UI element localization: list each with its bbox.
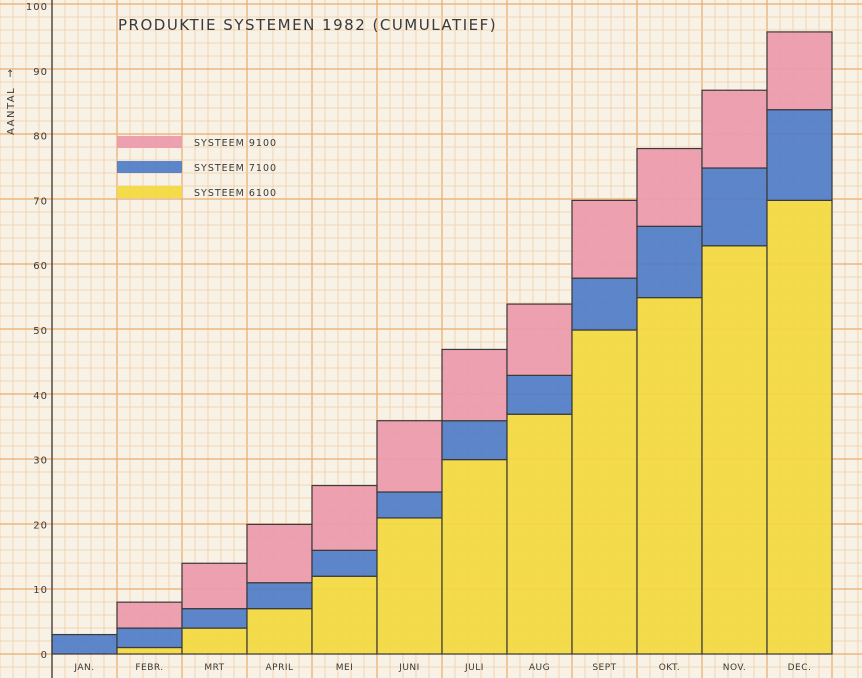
y-axis-label: AANTAL ↑ xyxy=(6,69,17,135)
bar-systeem-7100-okt xyxy=(636,225,703,299)
bar-systeem-9100-okt xyxy=(636,147,703,227)
bar-systeem-9100-juli xyxy=(441,348,508,422)
x-tick-labels: JAN. FEBR. MRT APRIL MEI JUNI JULI AUG SEPT OKT. N… xyxy=(73,663,811,673)
y-tick-labels: 0 10 20 30 40 50 60 70 80 90 100 xyxy=(26,2,48,661)
x-tick-label: JAN. xyxy=(73,663,94,673)
bar-systeem-9100-aug xyxy=(506,303,573,376)
y-tick-label: 100 xyxy=(26,2,48,13)
bar-systeem-6100-juni xyxy=(376,517,443,655)
bar-systeem-7100-jan xyxy=(51,633,118,655)
x-tick-label: FEBR. xyxy=(135,663,163,673)
legend: SYSTEEM 9100 SYSTEEM 7100 SYSTEEM 6100 xyxy=(117,136,277,199)
bar-systeem-9100-mei xyxy=(311,484,378,551)
bar-systeem-9100-mrt xyxy=(181,562,248,610)
bar-systeem-7100-april xyxy=(246,582,313,610)
bar-systeem-9100-april xyxy=(246,523,313,584)
bar-systeem-6100-mrt xyxy=(181,627,248,655)
bar-systeem-9100-juni xyxy=(376,420,443,493)
bar-systeem-6100-sept xyxy=(571,329,638,655)
y-tick-label: 80 xyxy=(33,132,48,143)
y-tick-label: 70 xyxy=(33,196,48,207)
y-tick-label: 20 xyxy=(33,520,48,531)
bar-systeem-7100-nov xyxy=(701,167,768,247)
bar-systeem-9100-dec xyxy=(766,31,833,111)
x-tick-label: NOV. xyxy=(723,663,747,673)
x-tick-label: JUNI xyxy=(398,663,420,673)
bar-systeem-9100-sept xyxy=(571,199,638,279)
bar-systeem-6100-april xyxy=(246,608,313,655)
bar-systeem-7100-febr xyxy=(116,627,183,649)
x-tick-label: AUG xyxy=(529,663,550,673)
bar-systeem-7100-juli xyxy=(441,420,508,461)
legend-label: SYSTEEM 7100 xyxy=(194,163,277,174)
bar-systeem-7100-mrt xyxy=(181,608,248,629)
bar-systeem-9100-nov xyxy=(701,89,768,169)
bar-systeem-7100-mei xyxy=(311,549,378,577)
x-tick-label: JULI xyxy=(464,663,484,673)
legend-label: SYSTEEM 6100 xyxy=(194,188,277,199)
legend-swatch xyxy=(117,186,182,198)
bar-systeem-6100-aug xyxy=(506,413,573,655)
y-tick-label: 0 xyxy=(41,650,48,661)
y-tick-label: 90 xyxy=(33,67,48,78)
bar-systeem-7100-dec xyxy=(766,109,833,202)
x-tick-label: MEI xyxy=(336,663,354,673)
y-tick-label: 10 xyxy=(33,585,48,596)
x-tick-label: SEPT xyxy=(592,663,616,673)
bar-systeem-7100-aug xyxy=(506,374,573,415)
bar-systeem-7100-juni xyxy=(376,491,443,519)
y-tick-label: 60 xyxy=(33,261,48,272)
y-tick-label: 50 xyxy=(33,326,48,337)
chart-title: PRODUKTIE SYSTEMEN 1982 (CUMULATIEF) xyxy=(118,16,497,34)
bar-systeem-6100-dec xyxy=(766,199,833,655)
legend-swatch xyxy=(117,136,182,148)
bar-systeem-6100-juli xyxy=(441,459,508,655)
x-tick-label: APRIL xyxy=(265,663,293,673)
bar-systeem-6100-febr xyxy=(116,646,183,655)
x-tick-label: OKT. xyxy=(659,663,681,673)
y-tick-label: 40 xyxy=(33,391,48,402)
legend-swatch xyxy=(117,161,182,173)
y-axis-label-text: AANTAL xyxy=(6,87,17,135)
bar-systeem-6100-nov xyxy=(701,245,768,655)
legend-label: SYSTEEM 9100 xyxy=(194,138,277,149)
bar-systeem-6100-mei xyxy=(311,575,378,655)
bar-systeem-6100-okt xyxy=(636,297,703,655)
x-tick-label: MRT xyxy=(204,663,224,673)
bars-group xyxy=(51,31,833,655)
bar-systeem-7100-sept xyxy=(571,277,638,331)
bar-systeem-9100-febr xyxy=(116,601,183,629)
y-axis-arrow-icon: ↑ xyxy=(6,69,16,80)
y-tick-label: 30 xyxy=(33,456,48,467)
x-tick-label: DEC. xyxy=(788,663,812,673)
